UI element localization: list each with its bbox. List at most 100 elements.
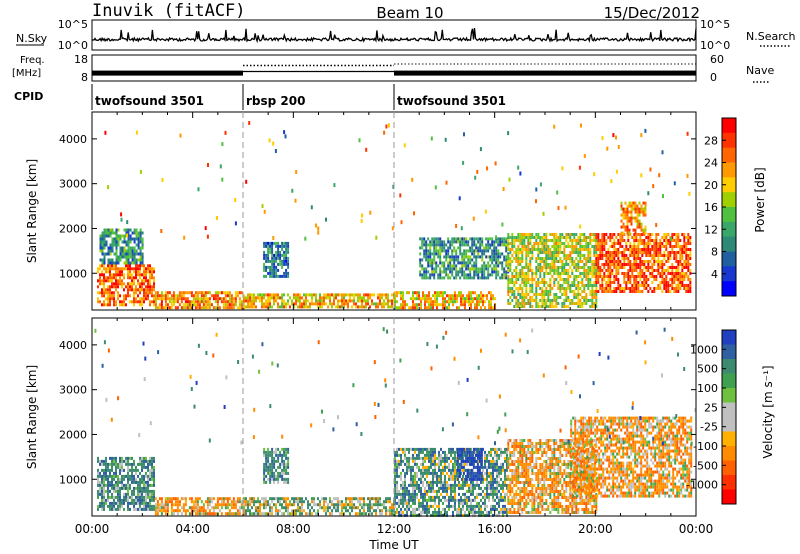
- power-cell-7: [539, 236, 542, 239]
- power-cell-5: [432, 303, 434, 307]
- velocity-cell-0: [99, 474, 101, 478]
- power-cell-7: [537, 248, 540, 251]
- power-cell-9: [644, 225, 647, 229]
- power-cell-0: [147, 288, 149, 292]
- power-cell-6: [469, 270, 472, 274]
- velocity-cell-1: [170, 512, 173, 516]
- velocity-cell-0: [115, 465, 117, 469]
- power-cell-7: [545, 242, 548, 245]
- power-cell-3: [349, 296, 351, 300]
- velocity-cell-0: [103, 480, 105, 484]
- power-cell-9: [640, 222, 643, 226]
- power-cell-5: [486, 294, 488, 298]
- power-cell-1: [127, 252, 130, 256]
- velocity-cell-4: [424, 498, 426, 502]
- power-cell-2: [168, 300, 171, 304]
- velocity-cell-4: [416, 474, 418, 478]
- power-cell-3: [269, 296, 271, 300]
- power-cell-4: [283, 250, 286, 254]
- velocity-cell-1: [154, 512, 157, 516]
- power-cell-7: [551, 299, 554, 302]
- power-cell-2: [182, 291, 185, 295]
- power-cell-8: [661, 281, 664, 284]
- power-cell-7: [517, 305, 520, 308]
- power-cell-3: [347, 302, 349, 306]
- power-cell-7: [565, 305, 568, 308]
- power-cell-5: [428, 297, 430, 301]
- power-cell-6: [445, 267, 448, 271]
- power-cell-7: [527, 275, 530, 278]
- power-cell-8: [667, 290, 670, 293]
- power-cell-7: [567, 236, 570, 239]
- power-cell-7: [521, 269, 524, 272]
- power-cell-4: [263, 253, 266, 257]
- power-cell-1: [101, 258, 104, 262]
- velocity-cell-3: [267, 450, 270, 454]
- power-cell-6: [495, 258, 498, 262]
- power-cell-7: [527, 248, 530, 251]
- velocity-cell-0: [133, 474, 135, 478]
- power-cell-6: [439, 273, 442, 277]
- power-cell-7: [575, 248, 578, 251]
- power-cell-1: [123, 240, 126, 244]
- power-cell-9: [636, 222, 639, 226]
- velocity-cell-0: [151, 477, 153, 481]
- power-cell-7: [553, 266, 556, 269]
- power-cell-0: [117, 267, 119, 271]
- velocity-cell-2: [347, 509, 349, 513]
- power-cell-2: [192, 303, 195, 307]
- power-cell-5: [400, 303, 402, 307]
- velocity-cell-0: [97, 474, 99, 478]
- power-cell-3: [373, 302, 375, 306]
- velocity-cell-0: [105, 459, 107, 463]
- power-cell-2: [198, 300, 201, 304]
- velocity-cell-0: [143, 465, 145, 469]
- power-cell-7: [579, 245, 582, 248]
- velocity-cell-2: [371, 497, 373, 501]
- power-cell-8: [663, 281, 666, 284]
- velocity-cell-4: [402, 504, 404, 508]
- power-cell-3: [343, 305, 345, 309]
- power-cell-3: [253, 305, 255, 309]
- power-cell-8: [595, 254, 598, 257]
- power-cell-5: [470, 294, 472, 298]
- power-cell-3: [281, 305, 283, 309]
- power-cell-7: [533, 245, 536, 248]
- velocity-cell-3: [277, 477, 280, 481]
- power-cell-8: [673, 290, 676, 293]
- power-cell-6: [467, 258, 470, 262]
- power-cell-8: [657, 284, 660, 287]
- velocity-cell-4: [400, 486, 402, 490]
- power-cell-6: [449, 243, 452, 247]
- power-cell-5: [396, 294, 398, 298]
- power-cell-6: [423, 276, 426, 280]
- power-cell-8: [615, 269, 618, 272]
- power-cell-3: [277, 302, 279, 306]
- velocity-cell-4: [422, 471, 424, 475]
- power-cell-8: [649, 275, 652, 278]
- velocity-cell-1: [232, 503, 235, 507]
- velocity-cell-2: [379, 509, 381, 513]
- power-cell-7: [527, 269, 530, 272]
- power-cell-7: [557, 251, 560, 254]
- velocity-cell-0: [149, 456, 151, 460]
- power-cell-8: [619, 266, 622, 269]
- velocity-cell-2: [257, 509, 259, 513]
- power-cell-8: [629, 254, 632, 257]
- power-cell-7: [515, 236, 518, 239]
- power-cell-8: [685, 260, 688, 263]
- power-cell-3: [331, 302, 333, 306]
- power-cell-3: [281, 296, 283, 300]
- velocity-cell-4: [400, 459, 402, 463]
- velocity-cell-4: [422, 465, 424, 469]
- velocity-cell-0: [149, 498, 151, 502]
- power-cell-7: [561, 287, 564, 290]
- power-cell-7: [539, 275, 542, 278]
- velocity-cell-4: [400, 447, 402, 451]
- velocity-cell-3: [267, 462, 270, 466]
- power-cell-7: [549, 287, 552, 290]
- power-cell-1: [101, 240, 104, 244]
- power-cell-0: [113, 294, 115, 298]
- power-cell-3: [273, 302, 275, 306]
- power-cell-7: [555, 257, 558, 260]
